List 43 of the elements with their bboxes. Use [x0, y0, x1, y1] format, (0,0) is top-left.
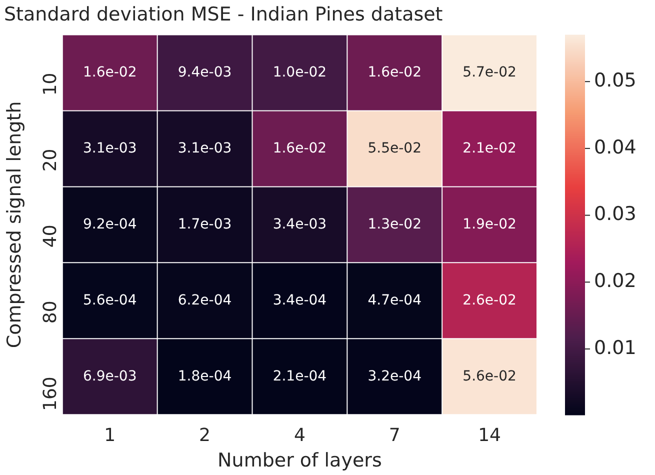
data-label: 6.9e-03: [82, 368, 137, 384]
x-tick-label: 4: [294, 425, 306, 446]
data-label: 2.6e-02: [462, 292, 516, 308]
data-label: 1.6e-02: [82, 64, 137, 80]
color-bar-label: 0.01: [594, 336, 636, 359]
y-tick-label: 160: [40, 376, 62, 411]
data-label: 1.7e-03: [178, 216, 232, 232]
data-label: 3.1e-03: [178, 140, 232, 156]
data-label: 2.1e-02: [462, 140, 516, 156]
y-tick-label: 40: [40, 224, 62, 248]
y-tick-label: 80: [40, 300, 62, 324]
data-label: 1.3e-02: [368, 216, 422, 232]
x-axis-title: Number of layers: [218, 450, 382, 472]
data-label: 5.6e-04: [82, 292, 137, 308]
data-label: 9.4e-03: [178, 64, 232, 80]
color-bar-label: 0.04: [594, 136, 636, 158]
data-label: 2.1e-04: [272, 368, 327, 384]
y-tick-label: 20: [40, 148, 62, 172]
color-bar-label: 0.03: [594, 203, 636, 226]
data-label: 4.7e-04: [368, 292, 422, 308]
data-label: 9.2e-04: [82, 216, 137, 232]
data-label: 1.6e-02: [272, 140, 327, 156]
data-label: 6.2e-04: [178, 292, 232, 308]
data-label: 5.6e-02: [462, 368, 516, 384]
data-label: 5.5e-02: [368, 140, 422, 156]
data-label: 1.0e-02: [272, 64, 327, 80]
chart-title: Standard deviation MSE - Indian Pines dataset: [4, 3, 443, 26]
data-label: 1.8e-04: [178, 368, 232, 384]
color-bar-label: 0.02: [594, 270, 636, 292]
data-label: 3.2e-04: [368, 368, 422, 384]
color-bar-label: 0.05: [594, 70, 636, 92]
y-axis-title: Compressed signal length: [3, 101, 26, 348]
data-label: 5.7e-02: [462, 64, 516, 80]
data-label: 1.6e-02: [368, 64, 422, 80]
x-tick-label: 14: [478, 425, 501, 446]
x-tick-label: 2: [199, 425, 211, 446]
y-tick-label: 10: [40, 72, 62, 96]
data-label: 3.4e-04: [272, 292, 327, 308]
data-label: 3.1e-03: [82, 140, 137, 156]
x-tick-label: 1: [104, 425, 116, 446]
data-label: 3.4e-03: [272, 216, 327, 232]
x-tick-label: 7: [388, 425, 400, 446]
data-label: 1.9e-02: [462, 216, 516, 232]
